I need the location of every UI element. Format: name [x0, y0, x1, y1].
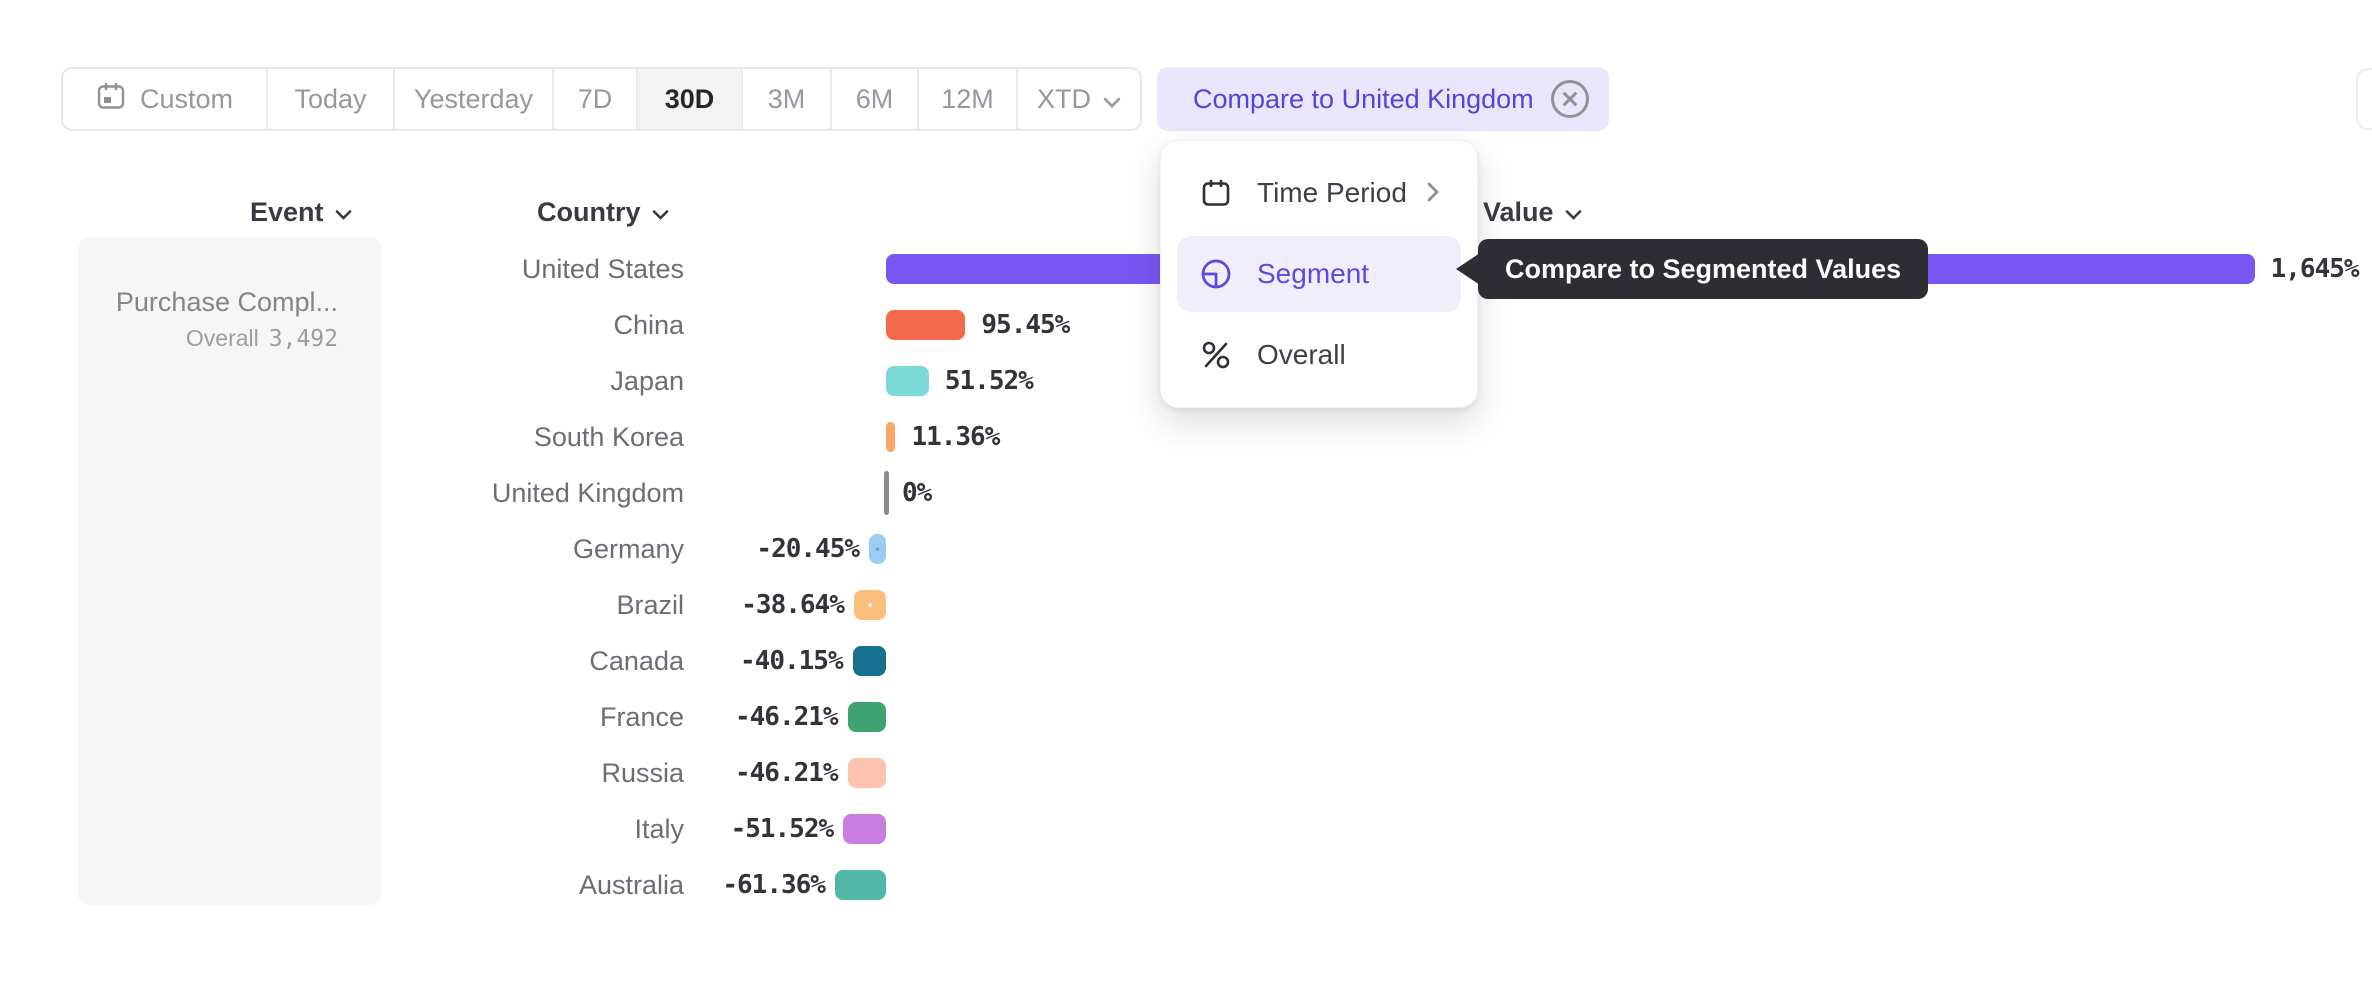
event-list-item[interactable]: Purchase Compl... Overall 3,492 [78, 237, 381, 905]
chart-row-france: France -46.21% [0, 689, 2372, 745]
date-range-preset-6m[interactable]: 6M [832, 69, 919, 129]
value-label: -20.45% [756, 534, 860, 564]
value-label: 1,645% [2270, 254, 2360, 284]
value-label: 11.36% [911, 422, 1000, 452]
column-header-country[interactable]: Country [537, 197, 669, 228]
percent-icon [1199, 339, 1233, 371]
compare-chip-label: Compare to United Kingdom [1193, 83, 1534, 114]
menu-item-label: Segment [1257, 257, 1370, 289]
chart-row-italy: Italy -51.52% [0, 801, 2372, 857]
country-label: France [599, 702, 684, 732]
bar-germany[interactable] [868, 534, 886, 564]
bar-italy[interactable] [843, 814, 886, 844]
calendar-icon [1199, 177, 1233, 209]
compare-dropdown-menu: Time Period Segment Overall [1160, 140, 1478, 408]
value-label: 0% [902, 478, 932, 508]
event-overall-value: 3,492 [268, 326, 338, 352]
bar-canada[interactable] [852, 646, 886, 676]
value-label: -61.36% [722, 870, 826, 900]
value-label: -46.21% [734, 702, 839, 732]
value-label: -38.64% [741, 590, 845, 620]
value-label: -51.52% [730, 814, 835, 844]
date-range-preset-12m[interactable]: 12M [919, 69, 1018, 129]
date-range-preset-today[interactable]: Today [268, 69, 395, 129]
column-header-value[interactable]: Value [1483, 197, 1582, 228]
date-range-custom-label: Custom [139, 83, 234, 114]
date-range-preset-yesterday[interactable]: Yesterday [395, 69, 554, 129]
country-label: Australia [578, 870, 684, 900]
chevron-down-icon [1565, 209, 1581, 220]
chart-row-australia: Australia -61.36% [0, 857, 2372, 913]
date-range-preset-30d[interactable]: 30D [638, 69, 743, 129]
country-label: Italy [634, 814, 684, 844]
bar-japan[interactable] [886, 366, 929, 396]
menu-item-segment[interactable]: Segment [1177, 236, 1461, 312]
bar-china[interactable] [886, 310, 966, 340]
country-label: United States [521, 254, 684, 284]
tooltip: Compare to Segmented Values [1478, 239, 1929, 299]
calendar-icon [96, 81, 126, 118]
tooltip-text: Compare to Segmented Values [1505, 253, 1902, 284]
date-range-preset-7d[interactable]: 7D [554, 69, 638, 129]
compare-chip[interactable]: Compare to United Kingdom [1157, 67, 1609, 131]
menu-item-label: Overall [1257, 339, 1346, 371]
bar-russia[interactable] [847, 758, 886, 788]
chart-row-brazil: Brazil -38.64% [0, 577, 2372, 633]
column-header-event[interactable]: Event [250, 197, 352, 228]
bar-france[interactable] [847, 702, 886, 732]
bar-australia[interactable] [834, 870, 886, 900]
country-label: Brazil [616, 590, 684, 620]
date-range-xtd-button[interactable]: XTD [1018, 69, 1140, 129]
country-label: Japan [610, 366, 684, 396]
date-range-toolbar: Custom Today Yesterday 7D 30D 3M 6M 12M XTD [61, 67, 1142, 131]
clipped-panel-edge [2356, 68, 2372, 130]
chart-row-germany: Germany -20.45% [0, 521, 2372, 577]
menu-item-label: Time Period [1257, 176, 1407, 208]
chevron-right-icon [1427, 177, 1439, 209]
chart-row-south-korea: South Korea 11.36% [0, 409, 2372, 465]
country-label: Russia [601, 758, 684, 788]
segment-icon [1199, 257, 1233, 291]
chevron-down-icon [652, 209, 668, 220]
value-label: -46.21% [734, 758, 839, 788]
column-header-country-label: Country [537, 197, 641, 227]
column-header-event-label: Event [250, 197, 324, 227]
bar-south-korea[interactable] [886, 422, 896, 452]
chart-row-canada: Canada -40.15% [0, 633, 2372, 689]
value-label: 51.52% [944, 366, 1034, 396]
menu-item-time-period[interactable]: Time Period [1177, 155, 1461, 230]
chart-row-russia: Russia -46.21% [0, 745, 2372, 801]
date-range-preset-3m[interactable]: 3M [743, 69, 832, 129]
chart-row-japan: Japan 51.52% [0, 353, 2372, 409]
country-label: Germany [572, 534, 684, 564]
event-overall-label: Overall [185, 325, 259, 351]
country-label: United Kingdom [491, 478, 684, 508]
bar-brazil[interactable] [853, 590, 886, 620]
value-label: -40.15% [740, 646, 844, 676]
menu-item-overall[interactable]: Overall [1177, 318, 1461, 393]
event-overall-row: Overall 3,492 [98, 325, 338, 352]
country-label: China [613, 310, 684, 340]
event-name: Purchase Compl... [115, 287, 338, 317]
zero-axis-tick [884, 471, 889, 515]
chart-row-china: China 95.45% [0, 297, 2372, 353]
chevron-down-icon [1103, 84, 1121, 115]
tooltip-arrow [1456, 253, 1480, 285]
chevron-down-icon [335, 209, 351, 220]
date-range-custom-button[interactable]: Custom [63, 69, 268, 129]
value-label: 95.45% [981, 310, 1070, 340]
country-label: South Korea [533, 422, 684, 452]
column-header-value-label: Value [1483, 197, 1554, 227]
chart-row-united-kingdom: United Kingdom 0% [0, 465, 2372, 521]
remove-compare-icon[interactable] [1551, 80, 1589, 118]
date-range-xtd-label: XTD [1037, 83, 1091, 114]
country-label: Canada [589, 646, 684, 676]
